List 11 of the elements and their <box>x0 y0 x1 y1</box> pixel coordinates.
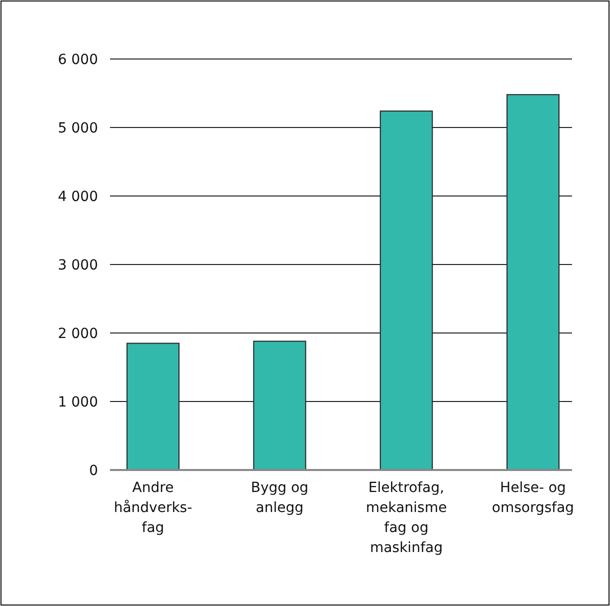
x-tick-label: Elektrofag, mekanisme fag og maskinfag <box>366 480 447 556</box>
x-tick-label: Helse- og omsorgsfag <box>492 480 574 516</box>
x-tick-label: Andre håndverks- fag <box>114 480 192 536</box>
y-tick-label: 3 000 <box>58 257 98 274</box>
y-tick-label: 1 000 <box>58 394 98 410</box>
y-tick-label: 2 000 <box>58 326 98 342</box>
y-tick-label: 0 <box>89 462 98 479</box>
x-tick-label: Bygg og anlegg <box>250 480 308 516</box>
y-tick-label: 4 000 <box>58 188 98 205</box>
y-tick-label: 6 000 <box>58 52 98 68</box>
y-tick-label: 5 000 <box>58 120 98 136</box>
